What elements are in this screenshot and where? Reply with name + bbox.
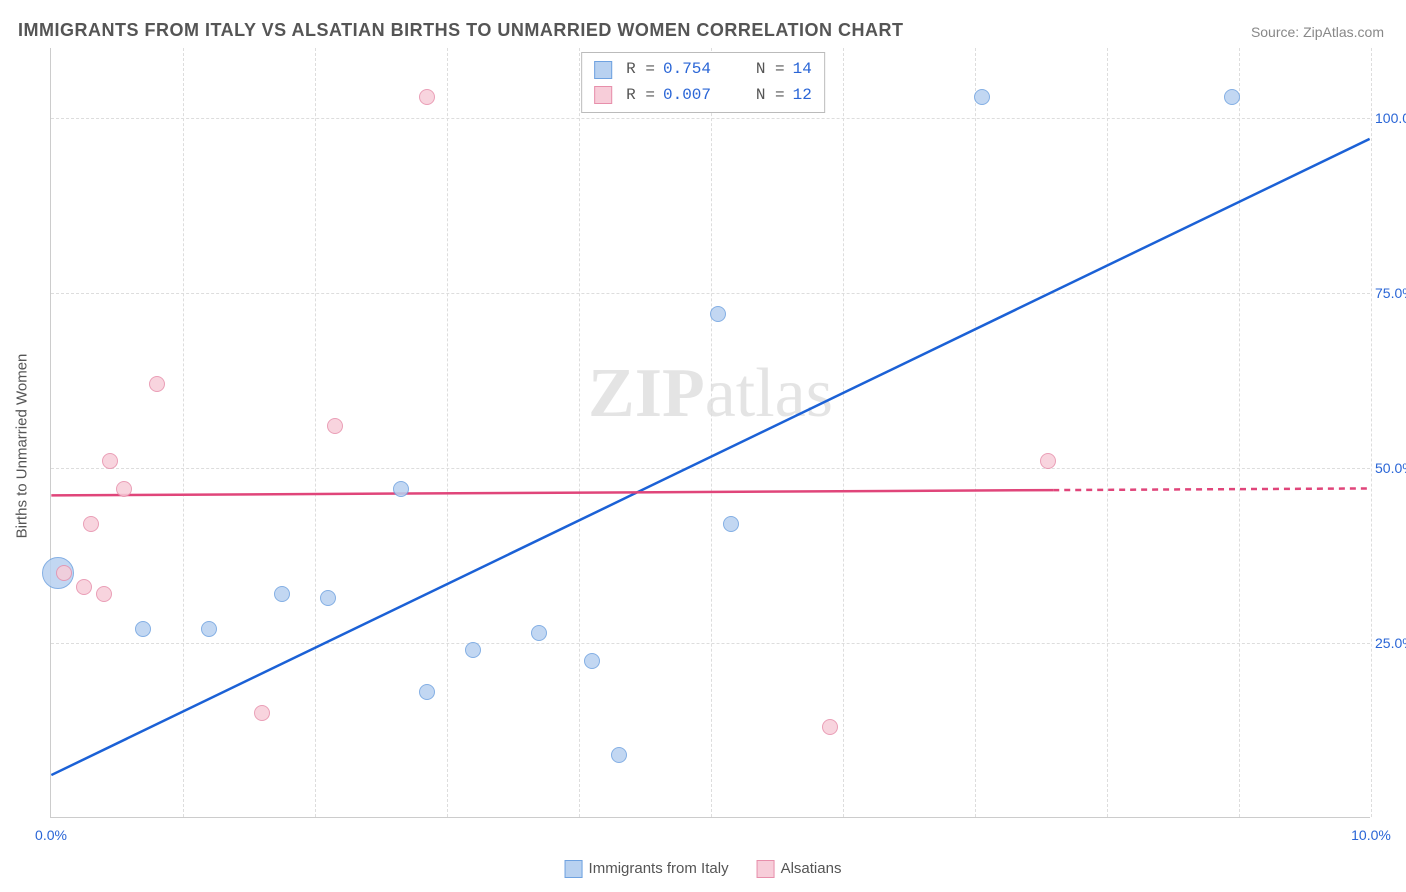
gridline-v xyxy=(447,48,448,817)
plot-area: ZIPatlas 25.0%50.0%75.0%100.0%0.0%10.0% xyxy=(50,48,1370,818)
gridline-v xyxy=(183,48,184,817)
data-point xyxy=(201,621,217,637)
gridline-v xyxy=(579,48,580,817)
legend-item: Immigrants from Italy xyxy=(565,860,729,878)
chart-title: IMMIGRANTS FROM ITALY VS ALSATIAN BIRTHS… xyxy=(18,20,903,41)
series-legend: Immigrants from Italy Alsatians xyxy=(565,860,842,878)
data-point xyxy=(102,453,118,469)
data-point xyxy=(327,418,343,434)
data-point xyxy=(611,747,627,763)
y-tick-label: 100.0% xyxy=(1375,110,1406,126)
legend-swatch xyxy=(594,61,612,79)
data-point xyxy=(393,481,409,497)
data-point xyxy=(149,376,165,392)
y-tick-label: 25.0% xyxy=(1375,635,1406,651)
data-point xyxy=(76,579,92,595)
data-point xyxy=(465,642,481,658)
data-point xyxy=(320,590,336,606)
data-point xyxy=(419,89,435,105)
legend-row: R = 0.754 N = 14 xyxy=(594,57,812,83)
gridline-v xyxy=(843,48,844,817)
gridline-v xyxy=(711,48,712,817)
data-point xyxy=(1224,89,1240,105)
data-point xyxy=(723,516,739,532)
data-point xyxy=(254,705,270,721)
chart-container: IMMIGRANTS FROM ITALY VS ALSATIAN BIRTHS… xyxy=(0,0,1406,892)
legend-row: R = 0.007 N = 12 xyxy=(594,83,812,109)
legend-swatch xyxy=(757,860,775,878)
y-tick-label: 75.0% xyxy=(1375,285,1406,301)
data-point xyxy=(135,621,151,637)
data-point xyxy=(83,516,99,532)
gridline-v xyxy=(1239,48,1240,817)
data-point xyxy=(116,481,132,497)
data-point xyxy=(419,684,435,700)
data-point xyxy=(974,89,990,105)
y-axis-label: Births to Unmarried Women xyxy=(14,354,31,539)
gridline-v xyxy=(1371,48,1372,817)
data-point xyxy=(531,625,547,641)
gridline-v xyxy=(315,48,316,817)
gridline-v xyxy=(975,48,976,817)
data-point xyxy=(96,586,112,602)
legend-item: Alsatians xyxy=(757,860,842,878)
x-tick-label: 0.0% xyxy=(35,827,67,843)
gridline-v xyxy=(1107,48,1108,817)
data-point xyxy=(710,306,726,322)
data-point xyxy=(56,565,72,581)
data-point xyxy=(822,719,838,735)
correlation-legend: R = 0.754 N = 14R = 0.007 N = 12 xyxy=(581,52,825,113)
legend-swatch xyxy=(565,860,583,878)
y-tick-label: 50.0% xyxy=(1375,460,1406,476)
legend-swatch xyxy=(594,86,612,104)
x-tick-label: 10.0% xyxy=(1351,827,1391,843)
data-point xyxy=(274,586,290,602)
source-label: Source: ZipAtlas.com xyxy=(1251,24,1384,40)
data-point xyxy=(1040,453,1056,469)
data-point xyxy=(584,653,600,669)
